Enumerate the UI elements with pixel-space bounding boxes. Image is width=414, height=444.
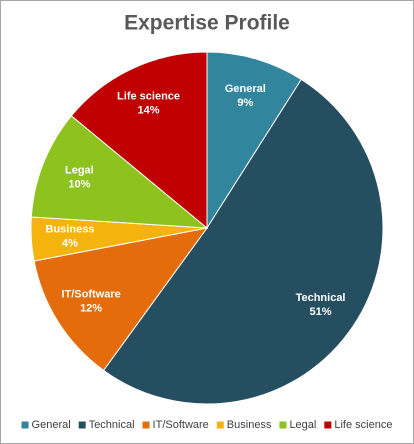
slice-label: Technical: [296, 292, 346, 304]
slice-value-label: 4%: [62, 238, 78, 250]
legend-label: General: [32, 419, 71, 431]
slice-value-label: 10%: [68, 178, 90, 190]
legend-label: Technical: [89, 419, 135, 431]
legend-swatch: [279, 421, 287, 429]
legend-label: IT/Software: [153, 419, 209, 431]
pie-slice: [33, 227, 209, 372]
slice-value-label: 9%: [237, 97, 253, 109]
slice-value-label: 14%: [138, 105, 160, 117]
legend-swatch: [21, 421, 29, 429]
pie-slice: [102, 78, 384, 405]
legend-label: Life science: [334, 419, 392, 431]
legend-swatch: [142, 421, 150, 429]
legend-swatch: [78, 421, 86, 429]
slice-label: Business: [46, 224, 95, 236]
slice-label: Life science: [117, 91, 180, 103]
pie-slice: [30, 115, 209, 229]
chart-title: Expertise Profile: [124, 12, 290, 35]
slice-label: IT/Software: [61, 288, 120, 300]
legend-swatch: [216, 421, 224, 429]
slice-label: General: [225, 83, 266, 95]
legend-swatch: [324, 421, 332, 429]
slice-value-label: 12%: [80, 302, 102, 314]
pie-slice: [206, 51, 302, 230]
slice-label: Legal: [65, 164, 94, 176]
legend-label: Business: [227, 419, 272, 431]
pie-slice: [70, 51, 208, 230]
legend-label: Legal: [289, 419, 316, 431]
slice-value-label: 51%: [310, 306, 332, 318]
